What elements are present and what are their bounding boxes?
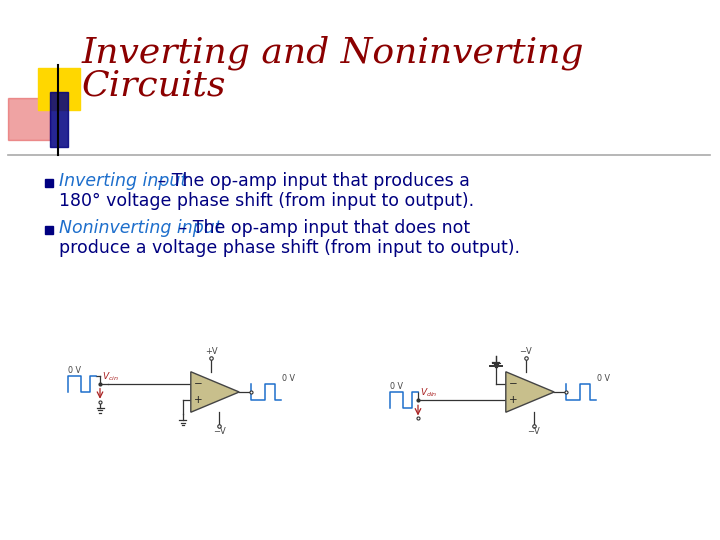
Text: Noninverting input: Noninverting input bbox=[59, 219, 222, 237]
Text: +V: +V bbox=[204, 347, 217, 356]
Text: – The op-amp input that produces a: – The op-amp input that produces a bbox=[152, 172, 470, 190]
Text: +: + bbox=[194, 395, 202, 406]
Text: −V: −V bbox=[212, 427, 225, 436]
Text: Circuits: Circuits bbox=[82, 68, 226, 102]
Text: −V: −V bbox=[520, 347, 532, 356]
Text: $V_{din}$: $V_{din}$ bbox=[420, 387, 438, 400]
Text: produce a voltage phase shift (from input to output).: produce a voltage phase shift (from inpu… bbox=[59, 239, 520, 257]
Polygon shape bbox=[191, 372, 239, 412]
Text: −: − bbox=[509, 379, 518, 389]
Text: $V_{cin}$: $V_{cin}$ bbox=[102, 370, 119, 383]
Text: Inverting input: Inverting input bbox=[59, 172, 187, 190]
Text: – The op-amp input that does not: – The op-amp input that does not bbox=[173, 219, 470, 237]
Text: 0 V: 0 V bbox=[597, 374, 611, 383]
Bar bbox=[50, 92, 68, 147]
Text: 180° voltage phase shift (from input to output).: 180° voltage phase shift (from input to … bbox=[59, 192, 474, 210]
Bar bbox=[45, 179, 53, 187]
Text: +: + bbox=[509, 395, 518, 406]
Bar bbox=[38, 68, 80, 110]
Bar bbox=[45, 226, 53, 234]
Text: Inverting and Noninverting: Inverting and Noninverting bbox=[82, 35, 585, 70]
Text: −: − bbox=[194, 379, 202, 389]
Bar bbox=[8, 98, 50, 140]
Text: −V: −V bbox=[528, 427, 541, 436]
Text: 0 V: 0 V bbox=[282, 374, 295, 383]
Polygon shape bbox=[505, 372, 554, 412]
Text: 0 V: 0 V bbox=[68, 366, 81, 375]
Text: 0 V: 0 V bbox=[390, 382, 403, 392]
